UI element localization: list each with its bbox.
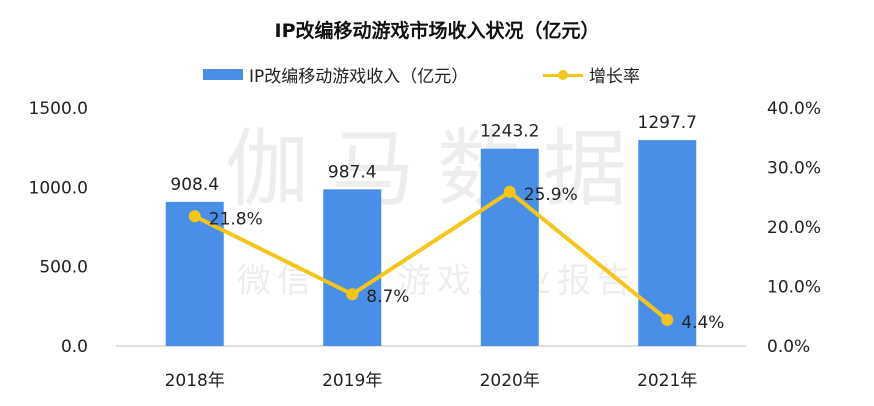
growth-value-label: 25.9%	[524, 185, 578, 205]
bar	[638, 140, 697, 346]
legend-line-label: 增长率	[589, 67, 640, 87]
growth-value-label: 21.8%	[209, 209, 263, 229]
growth-point	[661, 313, 674, 326]
growth-point	[503, 185, 516, 198]
growth-value-label: 4.4%	[681, 313, 724, 333]
x-tick-label: 2019年	[322, 371, 382, 391]
growth-point	[346, 288, 359, 301]
legend-bar-swatch	[203, 69, 243, 80]
y-right-tick-label: 20.0%	[767, 218, 821, 238]
x-tick-label: 2020年	[480, 371, 540, 391]
y-left-tick-label: 1000.0	[29, 178, 88, 198]
bar-value-label: 908.4	[170, 175, 219, 195]
bar-value-label: 1297.7	[638, 113, 697, 133]
y-left-tick-label: 500.0	[39, 258, 88, 278]
legend-line-swatch	[543, 68, 583, 82]
watermark-main: 伽马数据	[225, 120, 649, 218]
y-right-tick-label: 40.0%	[767, 99, 821, 119]
legend-item-bar: IP改编移动游戏收入（亿元）	[203, 62, 468, 87]
growth-line	[193, 189, 669, 322]
legend: IP改编移动游戏收入（亿元） 增长率	[0, 62, 874, 87]
x-tick-label: 2021年	[637, 371, 697, 391]
y-right-tick-label: 10.0%	[767, 278, 821, 298]
bar	[323, 189, 382, 346]
y-right-tick-label: 0.0%	[767, 337, 810, 357]
bar-value-label: 1243.2	[480, 122, 539, 142]
growth-point	[188, 210, 201, 223]
bar	[480, 148, 539, 346]
y-left-tick-label: 1500.0	[29, 99, 88, 119]
bar-value-label: 987.4	[328, 162, 377, 182]
y-right-tick-label: 30.0%	[767, 159, 821, 179]
y-left-tick-label: 0.0	[61, 337, 88, 357]
chart-title: IP改编移动游戏市场收入状况（亿元）	[274, 20, 600, 42]
legend-bar-label: IP改编移动游戏收入（亿元）	[249, 67, 469, 87]
growth-value-label: 8.7%	[366, 287, 409, 307]
legend-item-line: 增长率	[543, 62, 640, 87]
x-tick-label: 2018年	[165, 371, 225, 391]
